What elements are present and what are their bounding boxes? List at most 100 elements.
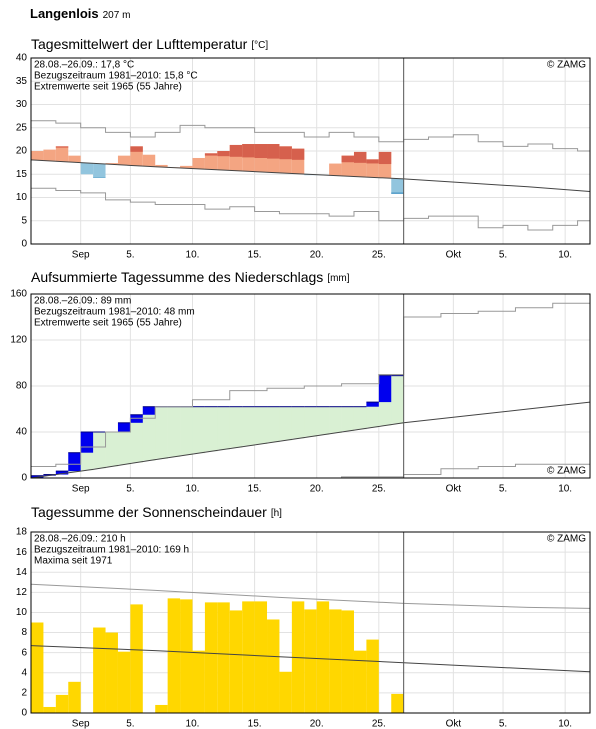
y-tick-label: 8 xyxy=(21,627,27,638)
surplus-area xyxy=(242,406,255,446)
plot-frame xyxy=(30,293,591,479)
bar xyxy=(316,601,330,713)
surplus-area xyxy=(291,406,305,439)
climate-mean-line xyxy=(30,401,591,479)
bar xyxy=(142,154,156,167)
chart-title: Aufsummierte Tagessumme des Niederschlag… xyxy=(31,269,350,285)
y-tick-label: 35 xyxy=(16,76,28,87)
chart-title: Tagessumme der Sonnenscheindauer [h] xyxy=(31,504,282,520)
bar-extreme xyxy=(217,151,230,157)
x-tick-label: Okt xyxy=(446,719,462,729)
bar xyxy=(31,622,44,713)
y-tick-label: 15 xyxy=(16,169,28,180)
y-tick-label: 25 xyxy=(16,122,28,133)
y-tick-label: 120 xyxy=(10,335,27,346)
bar xyxy=(204,602,218,713)
bar xyxy=(391,693,404,713)
bar-extreme xyxy=(267,144,280,159)
bar-extreme xyxy=(279,146,292,160)
surplus-area xyxy=(329,406,342,433)
surplus-area xyxy=(142,406,156,461)
y-tick-label: 0 xyxy=(21,239,27,250)
bar xyxy=(242,601,255,713)
chart-title: Tagesmittelwert der Lufttemperatur [°C] xyxy=(31,36,268,52)
daily-rise xyxy=(130,414,143,423)
x-tick-label: 5. xyxy=(499,719,507,729)
x-tick-label: Sep xyxy=(72,484,90,495)
surplus-area xyxy=(130,414,144,463)
bar xyxy=(105,632,118,713)
title-unit: [°C] xyxy=(251,40,268,51)
bar xyxy=(155,164,168,168)
bar-extreme xyxy=(341,155,354,163)
y-tick-label: 14 xyxy=(16,567,28,578)
title-text: Aufsummierte Tagessumme des Niederschlag… xyxy=(31,269,323,285)
bar-extreme xyxy=(55,146,69,148)
bar xyxy=(304,609,317,713)
bar xyxy=(267,619,280,713)
daily-rise xyxy=(142,406,156,415)
bar xyxy=(55,146,69,162)
surplus-area xyxy=(217,406,231,450)
y-tick-label: 160 xyxy=(10,289,27,300)
y-tick-label: 6 xyxy=(21,647,27,658)
plot-frame xyxy=(30,531,591,714)
daily-rise xyxy=(80,432,94,453)
bar xyxy=(192,650,205,713)
climate-mean-line xyxy=(30,645,591,673)
bar xyxy=(68,155,81,163)
bar-extreme xyxy=(353,151,367,163)
daily-rise xyxy=(117,422,131,432)
info-line: 28.08.–26.09.: 89 mm xyxy=(34,296,131,307)
title-text: Tagessumme der Sonnenscheindauer xyxy=(31,504,267,520)
bar xyxy=(68,681,81,713)
daily-rise xyxy=(366,402,379,407)
x-tick-label: Sep xyxy=(72,719,90,729)
bar xyxy=(217,602,230,713)
x-tick-label: 25. xyxy=(372,484,386,495)
x-tick-label: Okt xyxy=(446,484,462,495)
surplus-area xyxy=(316,406,330,435)
info-line: Bezugszeitraum 1981–2010: 169 h xyxy=(34,545,189,556)
info-line: Extremwerte seit 1965 (55 Jahre) xyxy=(34,318,182,329)
bar-extreme xyxy=(130,146,143,152)
x-tick-label: 10. xyxy=(558,250,572,261)
x-tick-label: 5. xyxy=(126,719,134,729)
x-tick-label: 5. xyxy=(126,484,134,495)
surplus-area xyxy=(192,406,206,454)
y-tick-label: 12 xyxy=(16,587,28,598)
header: Langenlois 207 m xyxy=(30,6,130,21)
y-tick-label: 16 xyxy=(16,547,28,558)
x-tick-label: 20. xyxy=(310,250,324,261)
bar xyxy=(130,604,143,713)
x-tick-label: 25. xyxy=(372,719,386,729)
x-tick-label: 20. xyxy=(310,719,324,729)
bar xyxy=(366,639,379,713)
surplus-area xyxy=(155,406,168,459)
x-tick-label: 10. xyxy=(186,484,200,495)
bar xyxy=(229,610,243,713)
daily-rise xyxy=(378,375,392,403)
bar xyxy=(80,162,94,175)
x-tick-label: Sep xyxy=(72,250,90,261)
surplus-area xyxy=(93,432,106,469)
y-tick-label: 2 xyxy=(21,688,27,699)
y-tick-label: 0 xyxy=(21,708,27,719)
station-name: Langenlois xyxy=(30,6,99,21)
surplus-area xyxy=(204,406,218,452)
bar xyxy=(93,163,106,178)
y-tick-label: 30 xyxy=(16,99,28,110)
info-line: 28.08.–26.09.: 210 h xyxy=(34,534,126,545)
x-tick-label: 15. xyxy=(248,719,262,729)
x-tick-label: 15. xyxy=(248,484,262,495)
bar xyxy=(279,671,292,713)
bar xyxy=(391,178,404,194)
info-line: Extremwerte seit 1965 (55 Jahre) xyxy=(34,82,182,93)
bar xyxy=(55,694,69,713)
x-tick-label: 5. xyxy=(499,484,507,495)
bar xyxy=(254,601,268,713)
y-tick-label: 5 xyxy=(21,215,27,226)
surplus-area xyxy=(229,406,243,448)
bar xyxy=(192,157,205,169)
extreme-max-line xyxy=(31,302,590,467)
